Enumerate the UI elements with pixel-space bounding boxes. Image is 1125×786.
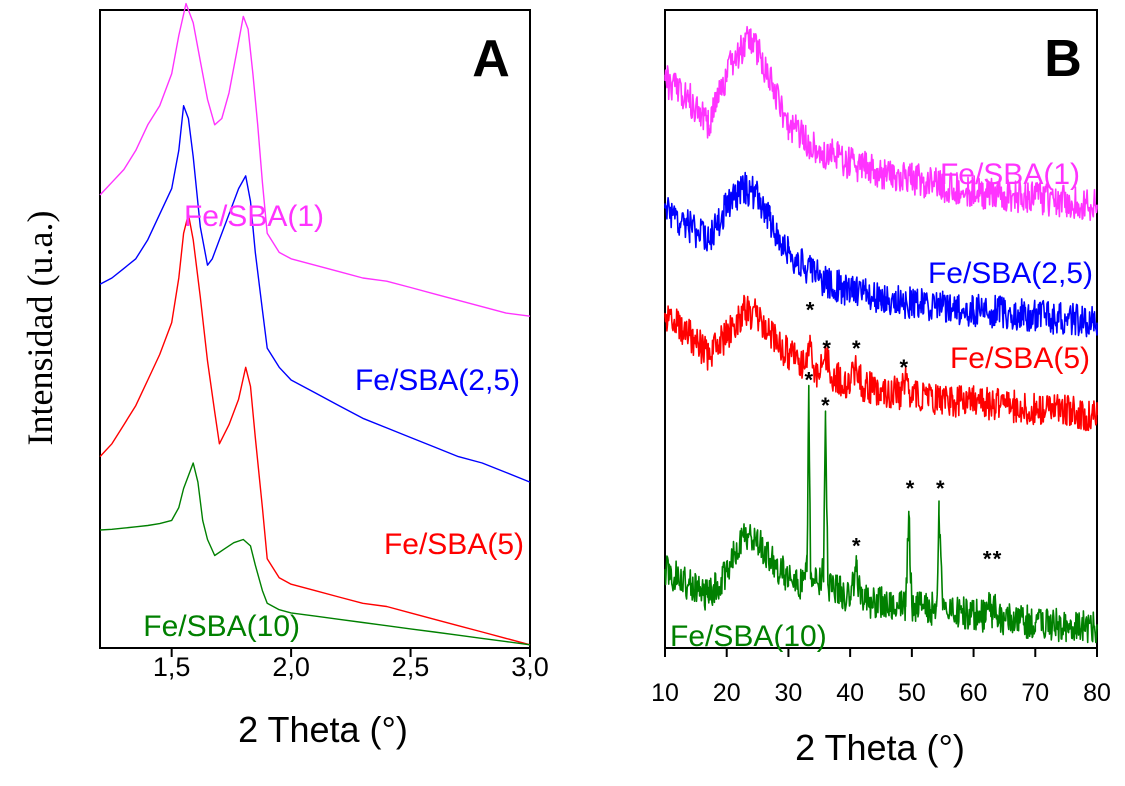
peak-marker: * <box>983 546 992 571</box>
peak-marker: * <box>821 393 830 418</box>
series-line-a-3 <box>99 462 531 646</box>
panel-b: B ** ****** ** * 10 20 30 40 50 60 70 80 Fe/SBA(1)… <box>651 9 1111 768</box>
y-axis-label: Intensidad (u.a.) <box>20 211 60 446</box>
series-label: Fe/SBA(10) <box>143 610 300 643</box>
x-tick-label: 3,0 <box>511 652 549 682</box>
panel-a: A 1,5 2,0 2,5 3,0 Fe/SBA(1) Fe/SBA(2,5) Fe/SB… <box>99 2 549 750</box>
series-line-b-0 <box>664 25 1098 221</box>
series-label: Fe/SBA(5) <box>950 342 1090 375</box>
series-line-b-1 <box>664 171 1098 338</box>
x-tick-label: 30 <box>775 679 803 707</box>
series-label: Fe/SBA(1) <box>184 200 324 233</box>
peak-marker: * <box>900 355 909 380</box>
peak-marker: * <box>936 476 945 501</box>
series-line-a-2 <box>99 213 531 646</box>
peak-marker: * <box>805 368 814 393</box>
series-label: Fe/SBA(1) <box>940 158 1080 191</box>
panel-b-x-axis-label: 2 Theta (°) <box>795 727 965 768</box>
x-tick-label: 2,0 <box>272 652 310 682</box>
series-line-a-0 <box>99 2 531 317</box>
series-label: Fe/SBA(5) <box>384 528 524 561</box>
x-tick-label: 40 <box>836 679 864 707</box>
series-label: Fe/SBA(2,5) <box>928 257 1093 290</box>
x-tick-label: 80 <box>1083 679 1111 707</box>
series-line-b-3 <box>664 384 1098 644</box>
peak-marker: * <box>852 534 861 559</box>
peak-marker: * <box>852 336 861 361</box>
panel-a-x-axis-label: 2 Theta (°) <box>238 709 408 750</box>
peak-marker: * <box>806 297 815 322</box>
peak-marker: * <box>993 546 1002 571</box>
x-tick-label: 10 <box>651 679 679 707</box>
panel-a-label: A <box>472 30 510 88</box>
x-tick-label: 60 <box>960 679 988 707</box>
series-line-a-1 <box>99 105 531 483</box>
x-tick-label: 50 <box>898 679 926 707</box>
x-tick-label: 1,5 <box>153 652 191 682</box>
x-tick-label: 70 <box>1021 679 1049 707</box>
x-tick-label: 2,5 <box>392 652 430 682</box>
series-line-b-2 <box>664 294 1098 432</box>
series-label: Fe/SBA(10) <box>670 620 827 653</box>
panel-b-label: B <box>1044 30 1082 88</box>
peak-marker: * <box>822 336 831 361</box>
panel-a-frame <box>99 9 531 649</box>
x-tick-label: 20 <box>713 679 741 707</box>
peak-marker: * <box>906 476 915 501</box>
series-label: Fe/SBA(2,5) <box>355 364 520 397</box>
